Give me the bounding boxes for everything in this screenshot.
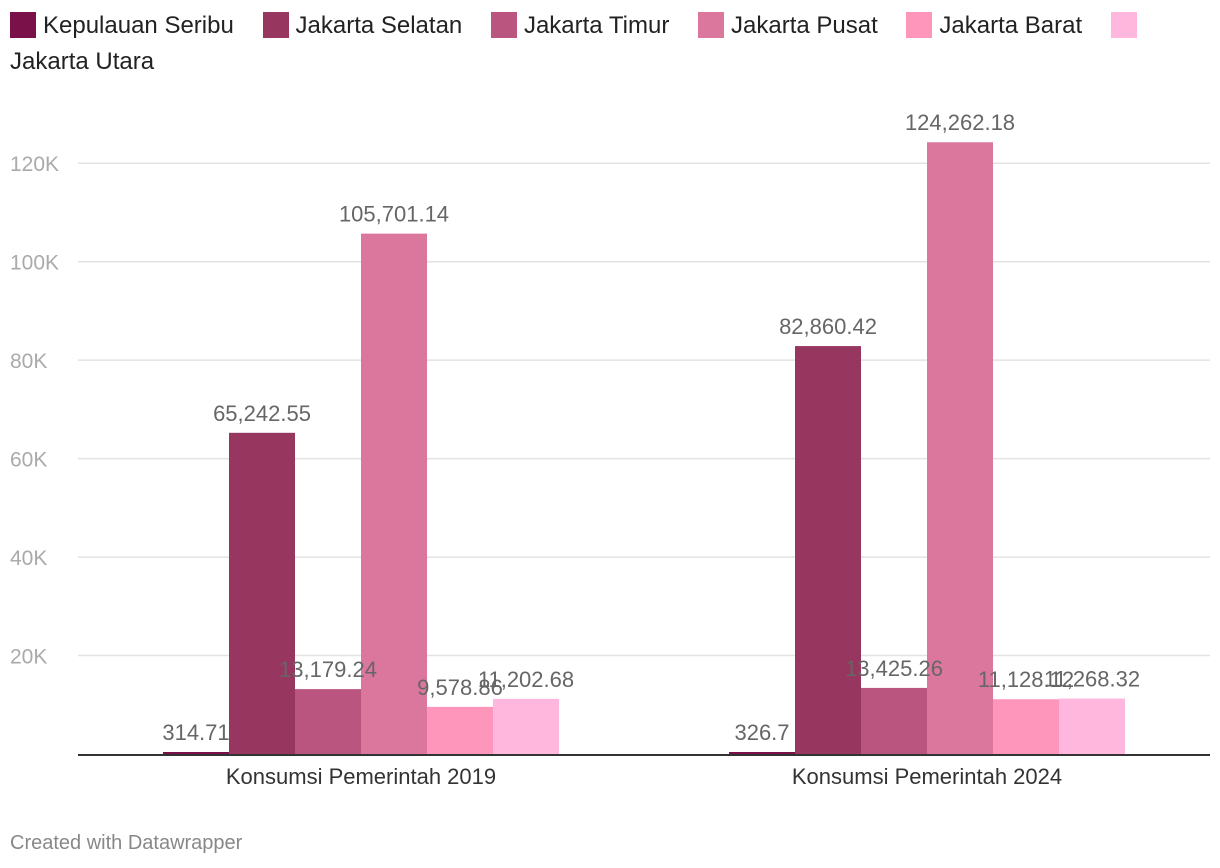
bar [927, 142, 993, 754]
data-label: 13,425.26 [845, 656, 943, 681]
legend-label: Kepulauan Seribu [43, 12, 234, 39]
data-label: 9,578.86 [417, 675, 503, 700]
y-tick-label: 80K [10, 350, 47, 373]
legend-item: Jakarta Selatan [262, 12, 463, 39]
y-tick-label: 40K [10, 547, 47, 570]
legend-swatch [262, 12, 289, 38]
bar [861, 687, 927, 754]
data-label: 82,860.42 [779, 314, 877, 339]
legend-swatch [906, 12, 933, 38]
x-category-label: Konsumsi Pemerintah 2019 [226, 764, 496, 789]
y-tick-label: 60K [10, 449, 47, 472]
x-category-label: Konsumsi Pemerintah 2024 [792, 764, 1062, 789]
data-label: 11,202.68 [478, 667, 574, 692]
legend-item: Jakarta Pusat [698, 12, 878, 39]
y-tick-label: 100K [10, 252, 59, 275]
legend-item: Jakarta Utara [10, 12, 1144, 75]
bar [493, 698, 559, 754]
legend-swatch [490, 12, 517, 38]
bar [993, 699, 1059, 754]
legend-item: Jakarta Barat [906, 12, 1082, 39]
data-label: 326.7 [734, 720, 789, 745]
data-label: 65,242.55 [213, 401, 311, 426]
legend-swatch [698, 12, 724, 38]
data-label: 11,268.32 [1044, 667, 1140, 692]
legend-swatch [1110, 12, 1137, 38]
bar [295, 689, 361, 754]
legend-label: Jakarta Barat [939, 12, 1083, 39]
footer-credit: Created with Datawrapper [10, 832, 243, 854]
bar [163, 752, 229, 754]
legend-item: Kepulauan Seribu [10, 12, 234, 39]
y-tick-label: 120K [10, 153, 59, 176]
legend-label: Jakarta Pusat [731, 12, 878, 39]
bar [361, 233, 427, 755]
data-label: 13,179.24 [279, 657, 377, 682]
legend-label: Jakarta Timur [523, 12, 670, 39]
bar [729, 752, 795, 754]
bar [427, 706, 493, 754]
bar [229, 432, 295, 754]
data-label: 124,262.18 [905, 110, 1015, 135]
y-tick-label: 20K [10, 646, 47, 669]
legend-item: Jakarta Timur [490, 12, 670, 39]
data-label: 105,701.14 [339, 202, 449, 227]
bar [795, 346, 861, 754]
legend-swatch [10, 12, 36, 38]
bar [1059, 698, 1125, 754]
data-label: 11,128.12 [978, 667, 1074, 692]
legend: Kepulauan Seribu Jakarta Selatan Jakarta… [10, 8, 1210, 80]
legend-label: Jakarta Selatan [295, 12, 463, 39]
legend-label: Jakarta Utara [10, 48, 155, 75]
data-label: 314.71 [162, 720, 229, 745]
